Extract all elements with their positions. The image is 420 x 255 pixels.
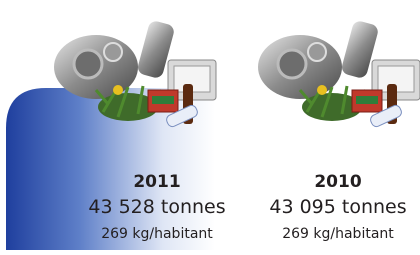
amount: 43 095 tonnes [269, 196, 406, 218]
year: 2011 [133, 172, 180, 192]
amount: 43 528 tonnes [88, 196, 225, 218]
year: 2010 [314, 172, 361, 192]
per-capita: 269 kg/habitant [282, 226, 394, 242]
infographic: 2011 43 528 tonnes 269 kg/habitant 2010 … [0, 0, 420, 255]
waste-illustration [258, 20, 420, 129]
per-capita: 269 kg/habitant [101, 226, 213, 242]
